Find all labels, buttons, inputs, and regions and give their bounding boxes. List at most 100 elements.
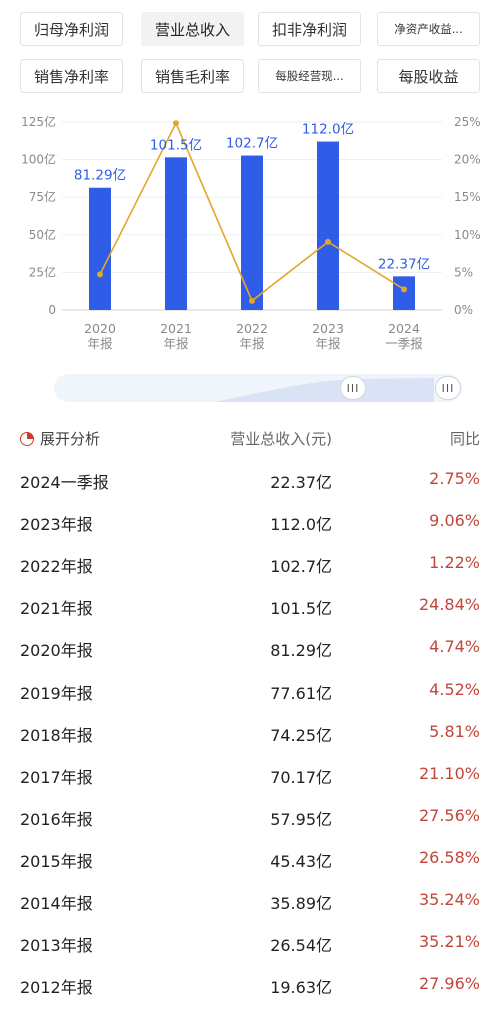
row-yoy: 35.21%: [418, 932, 480, 952]
x-tick-label: 一季报: [385, 336, 423, 351]
bar-data-label: 22.37亿: [378, 256, 430, 272]
row-yoy: 26.58%: [418, 847, 480, 867]
table-row[interactable]: 2015年报 45.43亿 26.58%: [20, 846, 480, 872]
slider-overview: [214, 378, 434, 402]
row-yoy: 27.56%: [418, 805, 480, 825]
table-row[interactable]: 2013年报 26.54亿 35.21%: [20, 930, 480, 956]
row-period: 2023年报: [20, 515, 93, 535]
row-period: 2014年报: [20, 894, 93, 913]
bar: [165, 157, 187, 310]
row-revenue: 102.7亿: [270, 557, 332, 577]
bar-data-label: 81.29亿: [74, 168, 126, 184]
row-revenue: 70.17亿: [270, 767, 332, 787]
yoy-point: [97, 271, 103, 278]
table-row[interactable]: 2012年报 19.63亿 27.96%: [20, 972, 480, 998]
row-yoy: 9.06%: [429, 511, 480, 531]
bar: [241, 155, 263, 310]
table-row[interactable]: 2014年报 35.89亿 35.24%: [20, 888, 480, 914]
row-revenue: 35.89亿: [270, 894, 332, 913]
table-row[interactable]: 2023年报 112.0亿 9.06%: [20, 509, 480, 535]
table-row[interactable]: 2016年报 57.95亿 27.56%: [20, 804, 480, 830]
table-row[interactable]: 2024一季报 22.37亿 2.75%: [20, 467, 480, 493]
slider-handle-left[interactable]: III: [340, 376, 366, 400]
x-tick-label: 年报: [239, 336, 265, 351]
tab-gross-margin[interactable]: 销售毛利率: [141, 59, 244, 93]
row-period: 2017年报: [20, 767, 93, 787]
row-period: 2019年报: [20, 683, 93, 703]
x-tick-label: 2024: [388, 321, 420, 336]
tab-eps[interactable]: 每股收益: [377, 59, 480, 93]
row-period: 2016年报: [20, 809, 93, 829]
row-period: 2024一季报: [20, 473, 109, 492]
row-revenue: 77.61亿: [270, 683, 332, 703]
y-right-tick-label: 20%: [454, 153, 481, 167]
row-period: 2021年报: [20, 599, 93, 619]
yoy-point: [325, 238, 331, 245]
x-tick-label: 年报: [163, 336, 189, 351]
y-right-tick-label: 10%: [454, 228, 481, 242]
y-left-tick-label: 125亿: [21, 114, 56, 129]
row-yoy: 27.96%: [418, 974, 480, 994]
row-revenue: 81.29亿: [270, 641, 332, 661]
row-yoy: 4.52%: [429, 679, 480, 699]
y-left-tick-label: 25亿: [29, 264, 56, 279]
y-left-tick-label: 100亿: [21, 152, 56, 167]
y-right-tick-label: 25%: [454, 115, 481, 129]
row-yoy: 24.84%: [418, 595, 480, 615]
row-revenue: 74.25亿: [270, 725, 332, 745]
revenue-chart: 025亿50亿75亿100亿125亿0%5%10%15%20%25%2020年报…: [21, 114, 481, 351]
expand-analysis-label: 展开分析: [40, 430, 101, 448]
tab-net-margin[interactable]: 销售净利率: [20, 59, 123, 93]
range-slider[interactable]: III III: [54, 374, 462, 402]
row-revenue: 57.95亿: [270, 809, 332, 829]
bar: [317, 141, 339, 310]
column-header-yoy: 同比: [449, 430, 480, 448]
row-period: 2012年报: [20, 978, 93, 998]
x-tick-label: 年报: [315, 336, 341, 351]
slider-track[interactable]: [54, 374, 462, 402]
row-revenue: 112.0亿: [270, 515, 332, 535]
row-period: 2022年报: [20, 557, 93, 577]
tab-roe[interactable]: 净资产收益...: [377, 12, 480, 46]
row-yoy: 5.81%: [429, 721, 480, 741]
x-tick-label: 2021: [160, 321, 192, 336]
x-tick-label: 2023: [312, 321, 344, 336]
slider-handle-right[interactable]: III: [435, 376, 461, 400]
table-header: 展开分析 营业总收入(元) 同比: [20, 428, 480, 450]
row-yoy: 1.22%: [429, 553, 480, 573]
row-period: 2015年报: [20, 851, 93, 871]
table-row[interactable]: 2021年报 101.5亿 24.84%: [20, 593, 480, 619]
bar: [393, 276, 415, 310]
tab-total-revenue[interactable]: 营业总收入: [141, 12, 244, 46]
y-right-tick-label: 0%: [454, 303, 473, 317]
pie-chart-icon: [20, 431, 34, 446]
row-revenue: 26.54亿: [270, 936, 332, 956]
row-revenue: 101.5亿: [270, 599, 332, 619]
bar-data-label: 102.7亿: [226, 136, 278, 152]
table-row[interactable]: 2022年报 102.7亿 1.22%: [20, 551, 480, 577]
row-revenue: 45.43亿: [270, 851, 332, 871]
expand-analysis-button[interactable]: 展开分析: [20, 428, 100, 449]
y-left-tick-label: 75亿: [29, 189, 56, 204]
row-revenue: 19.63亿: [270, 978, 332, 998]
bar-data-label: 101.5亿: [150, 137, 202, 153]
row-revenue: 22.37亿: [270, 473, 332, 492]
x-tick-label: 2022: [236, 321, 268, 336]
table-row[interactable]: 2017年报 70.17亿 21.10%: [20, 762, 480, 788]
x-tick-label: 年报: [87, 336, 113, 351]
table-row[interactable]: 2018年报 74.25亿 5.81%: [20, 720, 480, 746]
row-period: 2018年报: [20, 725, 93, 745]
row-period: 2020年报: [20, 641, 93, 661]
tab-deducted-net-profit[interactable]: 扣非净利润: [258, 12, 361, 46]
y-right-tick-label: 5%: [454, 265, 473, 279]
y-left-tick-label: 0: [48, 303, 56, 317]
y-right-tick-label: 15%: [454, 190, 481, 204]
row-yoy: 35.24%: [418, 890, 480, 909]
yoy-point: [173, 120, 179, 127]
table-row[interactable]: 2019年报 77.61亿 4.52%: [20, 678, 480, 704]
row-yoy: 21.10%: [418, 763, 480, 783]
tab-net-profit[interactable]: 归母净利润: [20, 12, 123, 46]
tab-operating-cashflow-per-share[interactable]: 每股经营现...: [258, 59, 361, 93]
row-period: 2013年报: [20, 936, 93, 956]
table-row[interactable]: 2020年报 81.29亿 4.74%: [20, 635, 480, 661]
